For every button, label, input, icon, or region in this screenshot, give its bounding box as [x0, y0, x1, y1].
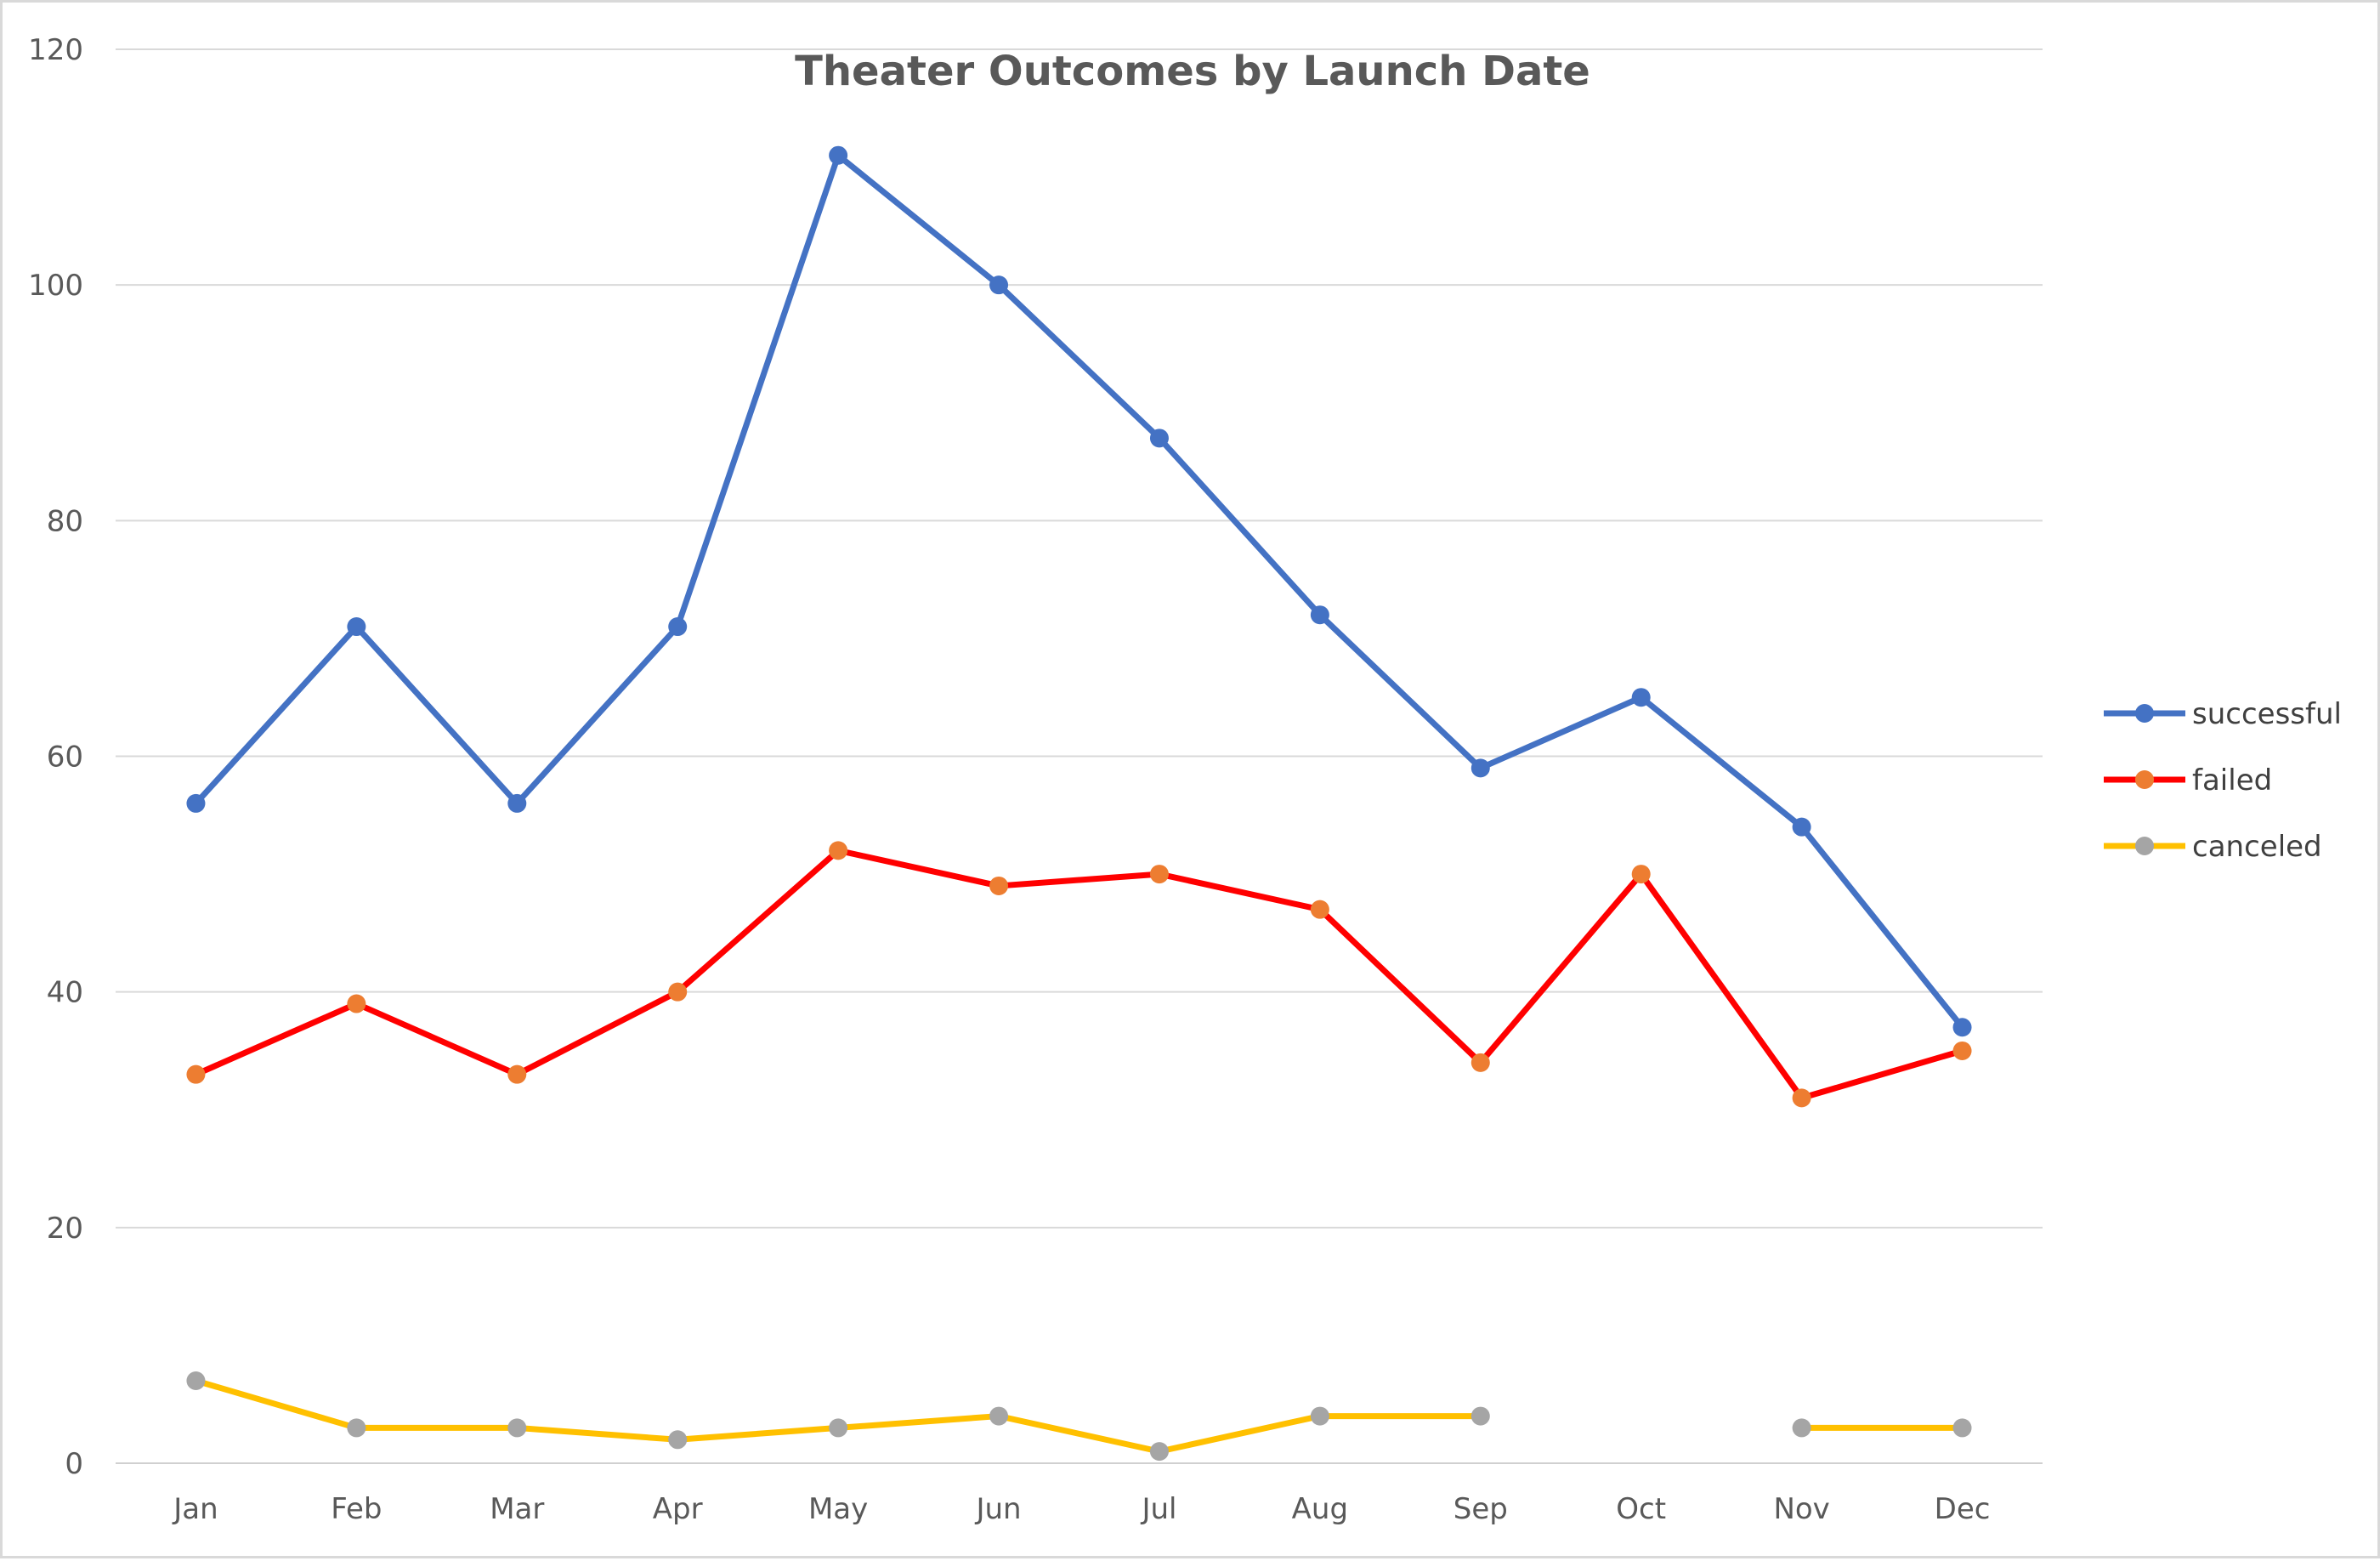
x-tick-label: May [808, 1492, 868, 1526]
x-tick-label: Sep [1454, 1492, 1508, 1526]
data-point-successful [829, 145, 848, 165]
data-point-successful [1792, 817, 1811, 837]
y-tick-label: 80 [47, 504, 83, 538]
data-point-failed [668, 982, 688, 1002]
legend-label: successful [2192, 697, 2342, 731]
data-point-successful [507, 793, 527, 813]
y-tick-label: 60 [47, 741, 83, 775]
data-point-failed [1149, 865, 1169, 884]
x-tick-label: Jun [974, 1492, 1021, 1526]
data-point-failed [1952, 1041, 1972, 1060]
y-tick-label: 100 [28, 269, 83, 303]
data-point-failed [1310, 900, 1329, 919]
series-canceled [186, 1371, 1972, 1462]
x-tick-label: Dec [1935, 1492, 1991, 1526]
data-point-successful [1149, 429, 1169, 448]
x-tick-label: Jul [1140, 1492, 1176, 1526]
data-point-successful [1310, 605, 1329, 625]
legend-label: failed [2192, 763, 2272, 798]
x-tick-label: Feb [331, 1492, 382, 1526]
x-tick-label: Oct [1616, 1492, 1666, 1526]
series-successful [186, 145, 1972, 1037]
series-line-canceled [192, 1377, 1484, 1455]
series-line-failed [192, 847, 1966, 1101]
data-point-successful [1952, 1018, 1972, 1037]
y-tick-label: 20 [47, 1212, 83, 1246]
legend-label: canceled [2192, 830, 2322, 864]
data-point-failed [507, 1064, 527, 1084]
legend: successful failed canceled [2104, 697, 2342, 864]
x-tick-label: Mar [490, 1492, 544, 1526]
legend-swatch-marker [2135, 837, 2154, 855]
y-tick-label: 120 [28, 33, 83, 67]
x-tick-label: Apr [653, 1492, 703, 1526]
series-lines [186, 145, 1972, 1462]
data-point-failed [989, 876, 1009, 895]
data-point-successful [989, 275, 1009, 295]
series-line-successful [192, 152, 1966, 1030]
data-point-canceled [1149, 1442, 1169, 1462]
data-point-canceled [668, 1430, 688, 1450]
data-point-successful [1631, 688, 1651, 707]
x-tick-label: Nov [1773, 1492, 1829, 1526]
data-point-canceled [1310, 1406, 1329, 1426]
legend-item-failed: failed [2104, 763, 2272, 798]
data-point-successful [1470, 758, 1490, 778]
legend-item-canceled: canceled [2104, 830, 2322, 864]
x-tick-label: Jan [172, 1492, 218, 1526]
data-point-canceled [507, 1418, 527, 1438]
data-point-failed [829, 841, 848, 860]
data-point-canceled [1470, 1406, 1490, 1426]
data-point-successful [186, 793, 206, 813]
y-tick-label: 0 [65, 1447, 83, 1481]
y-tick-label: 40 [47, 976, 83, 1010]
data-point-canceled [829, 1418, 848, 1438]
legend-swatch-marker [2135, 770, 2154, 789]
line-chart: Theater Outcomes by Launch Date 0 20 40 60 8… [28, 33, 2342, 1526]
data-point-successful [668, 617, 688, 637]
data-point-successful [347, 617, 366, 637]
data-point-failed [1470, 1053, 1490, 1072]
series-failed [186, 841, 1972, 1108]
data-point-failed [1792, 1088, 1811, 1108]
x-tick-label: Aug [1292, 1492, 1348, 1526]
data-point-failed [1631, 865, 1651, 884]
data-point-canceled [1792, 1418, 1811, 1438]
data-point-canceled [1952, 1418, 1972, 1438]
chart-title: Theater Outcomes by Launch Date [795, 48, 1590, 95]
axes: 0 20 40 60 80 100 120 Jan Feb Mar Apr May Jun Jul Aug S… [28, 33, 1990, 1526]
data-point-failed [347, 994, 366, 1013]
legend-swatch-marker [2135, 704, 2154, 723]
legend-item-successful: successful [2104, 697, 2342, 731]
data-point-canceled [186, 1371, 206, 1390]
data-point-canceled [347, 1418, 366, 1438]
data-point-canceled [989, 1406, 1009, 1426]
gridlines [116, 48, 2043, 1464]
data-point-failed [186, 1064, 206, 1084]
